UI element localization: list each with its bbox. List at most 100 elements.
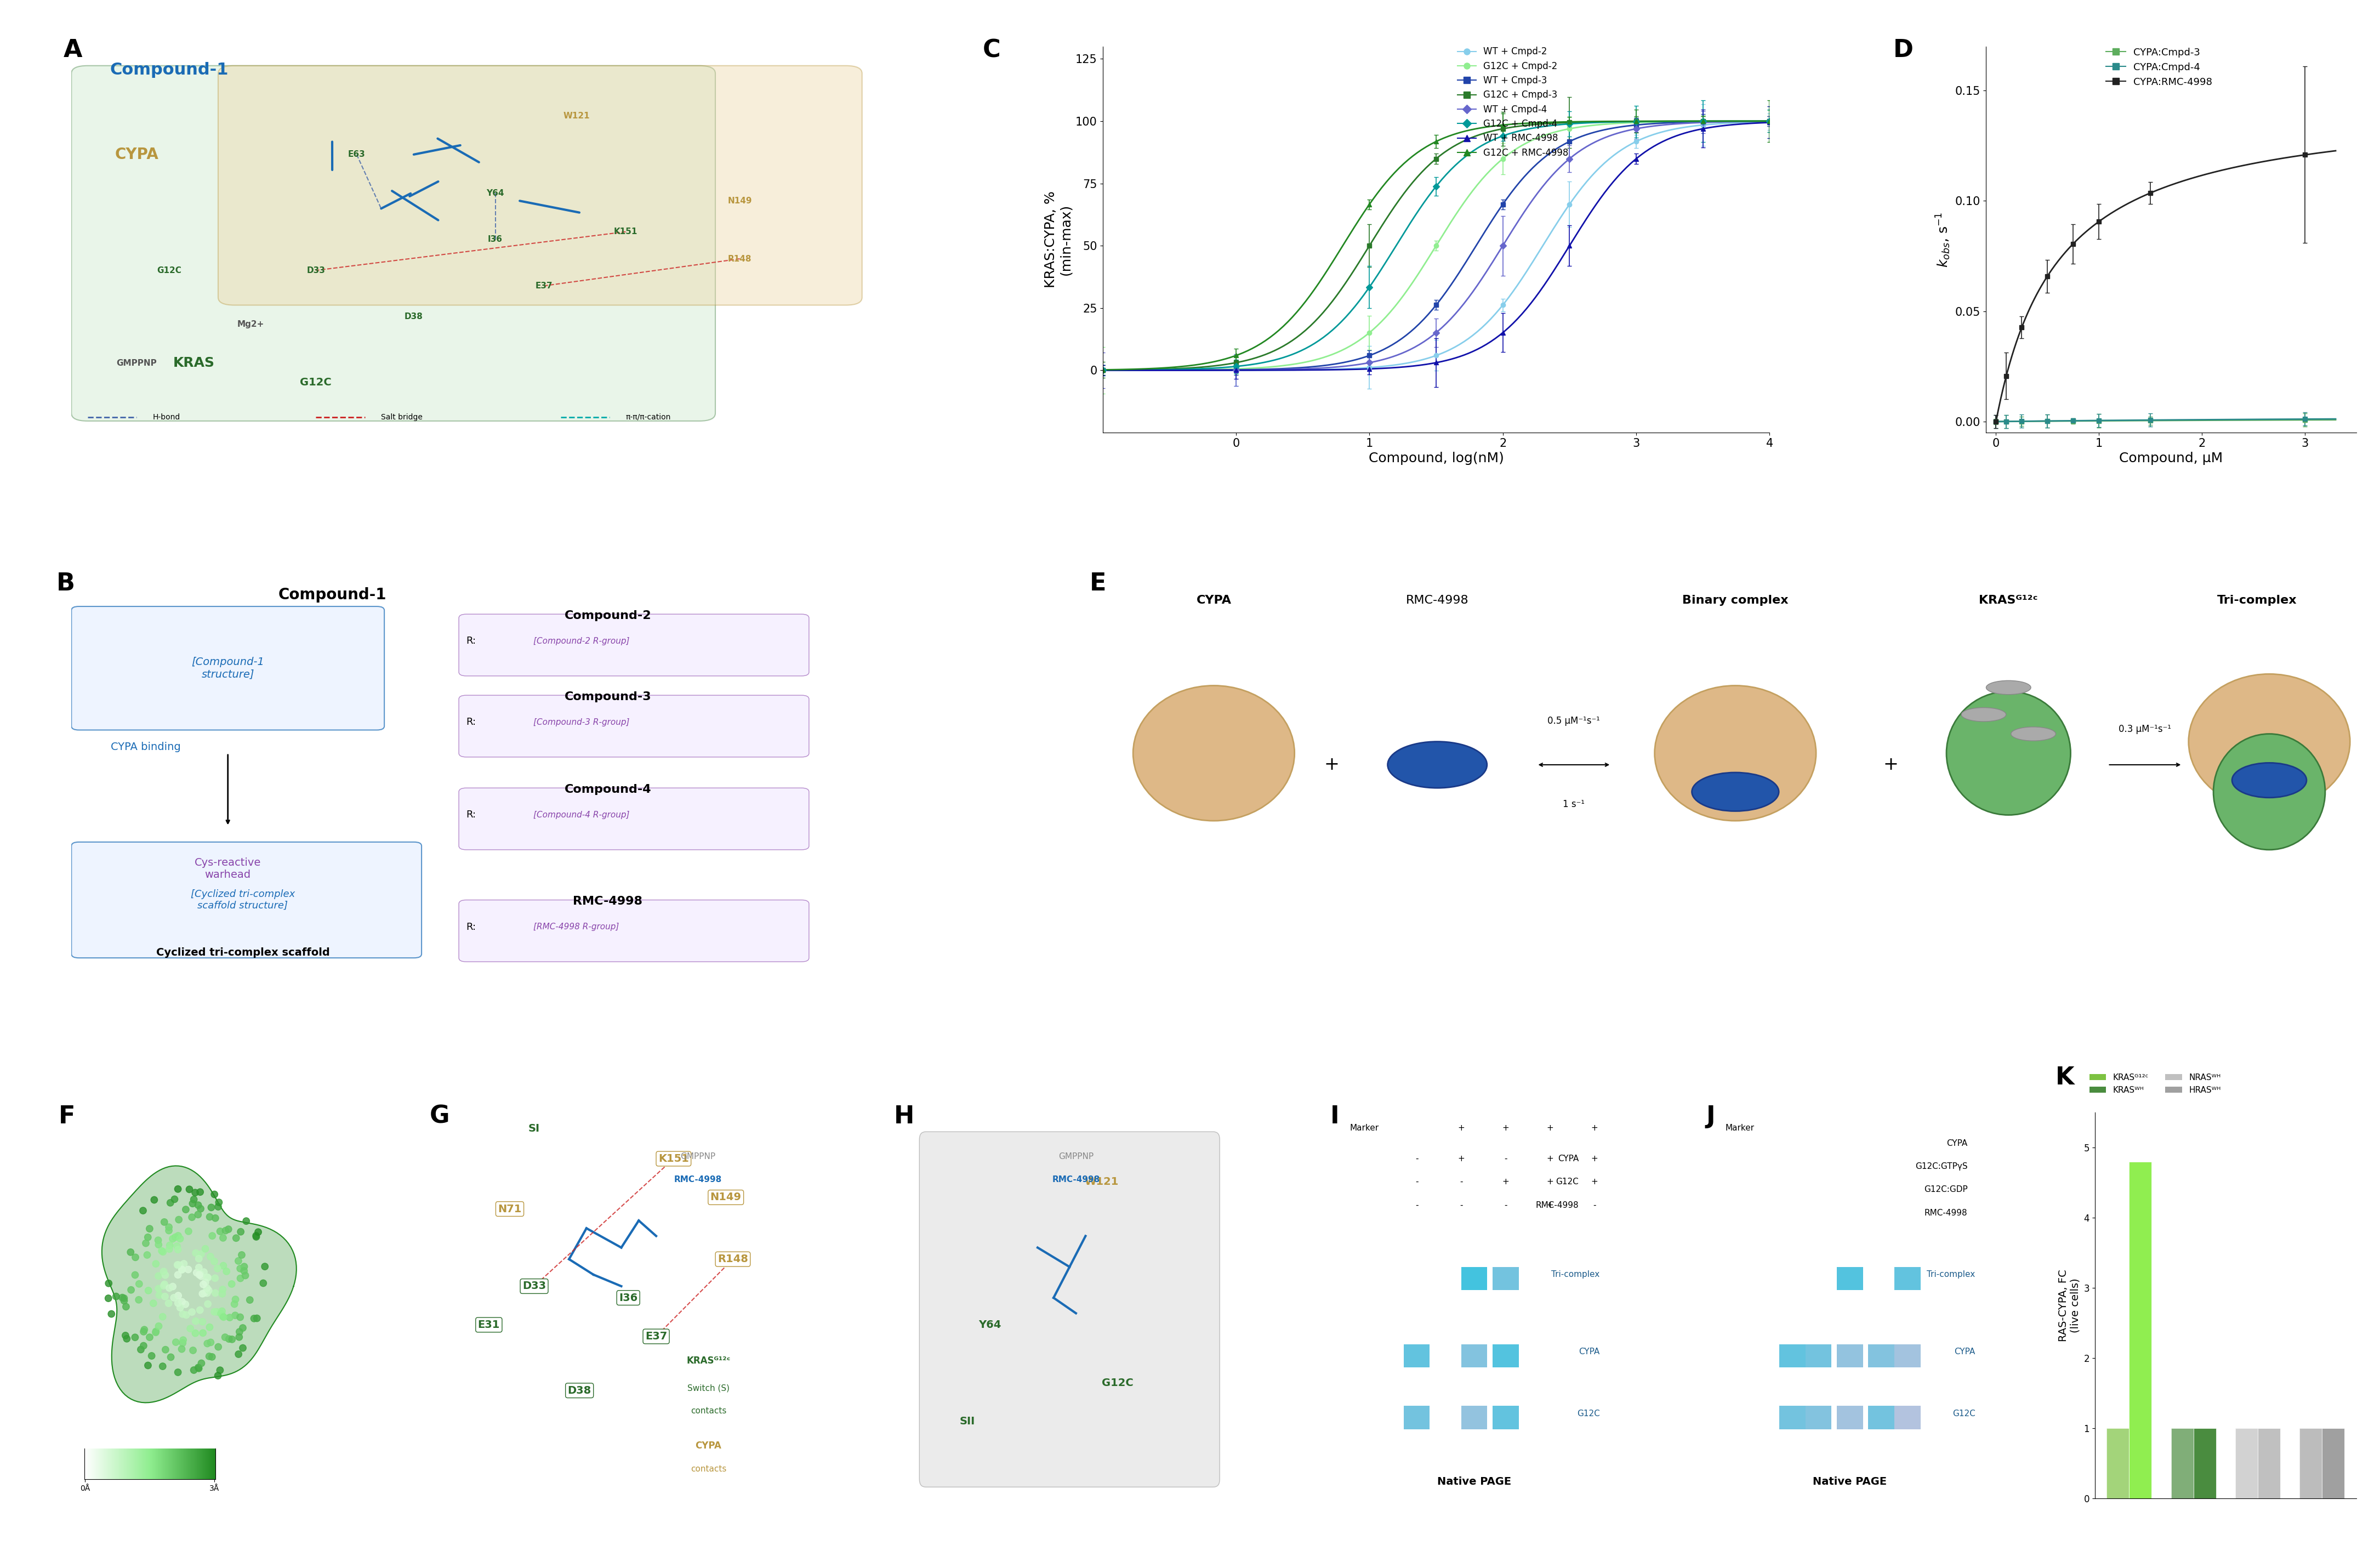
Point	[129, 1225, 167, 1250]
Point	[181, 1196, 219, 1221]
Point	[188, 1276, 226, 1301]
Point	[238, 1219, 276, 1244]
Text: [Compound-2 R-group]: [Compound-2 R-group]	[533, 637, 631, 646]
Point	[181, 1255, 219, 1279]
Text: Salt bridge: Salt bridge	[381, 414, 424, 420]
Text: Tri-complex: Tri-complex	[2216, 595, 2297, 606]
Point	[126, 1231, 164, 1256]
Text: D33: D33	[307, 266, 326, 275]
Text: +: +	[1502, 1125, 1509, 1132]
Text: Switch (S): Switch (S)	[688, 1384, 731, 1392]
Point	[178, 1355, 217, 1380]
Point	[159, 1177, 198, 1202]
Point	[221, 1319, 259, 1344]
Point	[174, 1338, 212, 1363]
Point	[181, 1247, 219, 1272]
Point	[219, 1343, 257, 1367]
Point	[207, 1219, 245, 1244]
Text: +: +	[1547, 1125, 1554, 1132]
Point	[181, 1298, 219, 1323]
Point	[207, 1259, 245, 1284]
Point	[145, 1210, 183, 1234]
Point	[145, 1272, 183, 1296]
Point	[159, 1262, 198, 1287]
Point	[188, 1281, 226, 1306]
Text: GMPPNP: GMPPNP	[117, 358, 157, 368]
Text: G: G	[431, 1105, 450, 1128]
Point	[124, 1319, 162, 1344]
Point	[183, 1321, 221, 1346]
Text: -: -	[1459, 1177, 1464, 1187]
Point	[159, 1224, 198, 1248]
Text: G12C: G12C	[157, 266, 181, 275]
Point	[107, 1323, 145, 1347]
Text: R148: R148	[728, 255, 752, 263]
Bar	[1806, 1406, 1833, 1429]
Point	[150, 1217, 188, 1242]
Point	[193, 1196, 231, 1221]
Bar	[2171, 1429, 2194, 1499]
Point	[245, 1272, 283, 1296]
Point	[178, 1261, 217, 1285]
Text: K151: K151	[659, 1154, 688, 1163]
Point	[90, 1272, 129, 1296]
Point	[150, 1276, 188, 1301]
Point	[167, 1197, 205, 1222]
Point	[131, 1216, 169, 1241]
Text: Compound-2: Compound-2	[564, 610, 652, 621]
Point	[150, 1236, 188, 1261]
Text: π-π/π-cation: π-π/π-cation	[626, 414, 671, 420]
Point	[119, 1287, 157, 1312]
Point	[236, 1306, 274, 1330]
Text: contacts: contacts	[690, 1407, 726, 1415]
Text: E37: E37	[536, 281, 552, 290]
Text: R:: R:	[466, 810, 476, 820]
Point	[195, 1248, 233, 1273]
Point	[143, 1304, 181, 1329]
Text: C: C	[983, 39, 1000, 62]
Point	[140, 1313, 178, 1338]
Text: RMC-4998: RMC-4998	[674, 1176, 721, 1183]
Point	[171, 1316, 209, 1341]
Text: G12C: G12C	[1952, 1409, 1975, 1418]
Text: Compound-3: Compound-3	[564, 692, 652, 703]
Point	[140, 1276, 178, 1301]
Point	[124, 1333, 162, 1358]
Text: KRASᴳ¹²ᶜ: KRASᴳ¹²ᶜ	[685, 1357, 731, 1366]
Point	[98, 1284, 136, 1309]
Text: [Compound-3 R-group]: [Compound-3 R-group]	[533, 718, 631, 726]
Bar	[1868, 1406, 1894, 1429]
Bar	[2235, 1429, 2259, 1499]
Text: G12C: G12C	[1578, 1409, 1599, 1418]
Text: CYPA: CYPA	[1197, 595, 1230, 606]
Point	[221, 1256, 259, 1281]
Point	[198, 1299, 236, 1324]
Text: CYPA: CYPA	[1559, 1154, 1578, 1163]
Point	[195, 1281, 233, 1306]
Point	[107, 1326, 145, 1350]
Point	[90, 1285, 129, 1310]
Point	[152, 1191, 190, 1216]
Text: W121: W121	[1085, 1177, 1119, 1187]
Point	[145, 1284, 183, 1309]
Point	[124, 1199, 162, 1224]
Text: Native PAGE: Native PAGE	[1438, 1477, 1511, 1486]
Bar	[1404, 1344, 1430, 1367]
Ellipse shape	[2190, 674, 2349, 810]
Text: +: +	[1590, 1154, 1597, 1163]
Text: SI: SI	[528, 1123, 540, 1134]
Point	[157, 1225, 195, 1250]
Point	[238, 1224, 276, 1248]
Point	[183, 1281, 221, 1306]
Text: KRAS: KRAS	[174, 357, 214, 369]
Point	[136, 1251, 174, 1276]
Text: E63: E63	[347, 150, 367, 159]
Point	[214, 1292, 252, 1316]
Polygon shape	[102, 1166, 298, 1403]
Text: [Compound-1
structure]: [Compound-1 structure]	[190, 657, 264, 680]
Point	[221, 1306, 259, 1330]
Text: D: D	[1892, 39, 1914, 62]
Text: +: +	[1547, 1154, 1554, 1163]
Point	[188, 1265, 226, 1290]
Point	[138, 1319, 176, 1344]
